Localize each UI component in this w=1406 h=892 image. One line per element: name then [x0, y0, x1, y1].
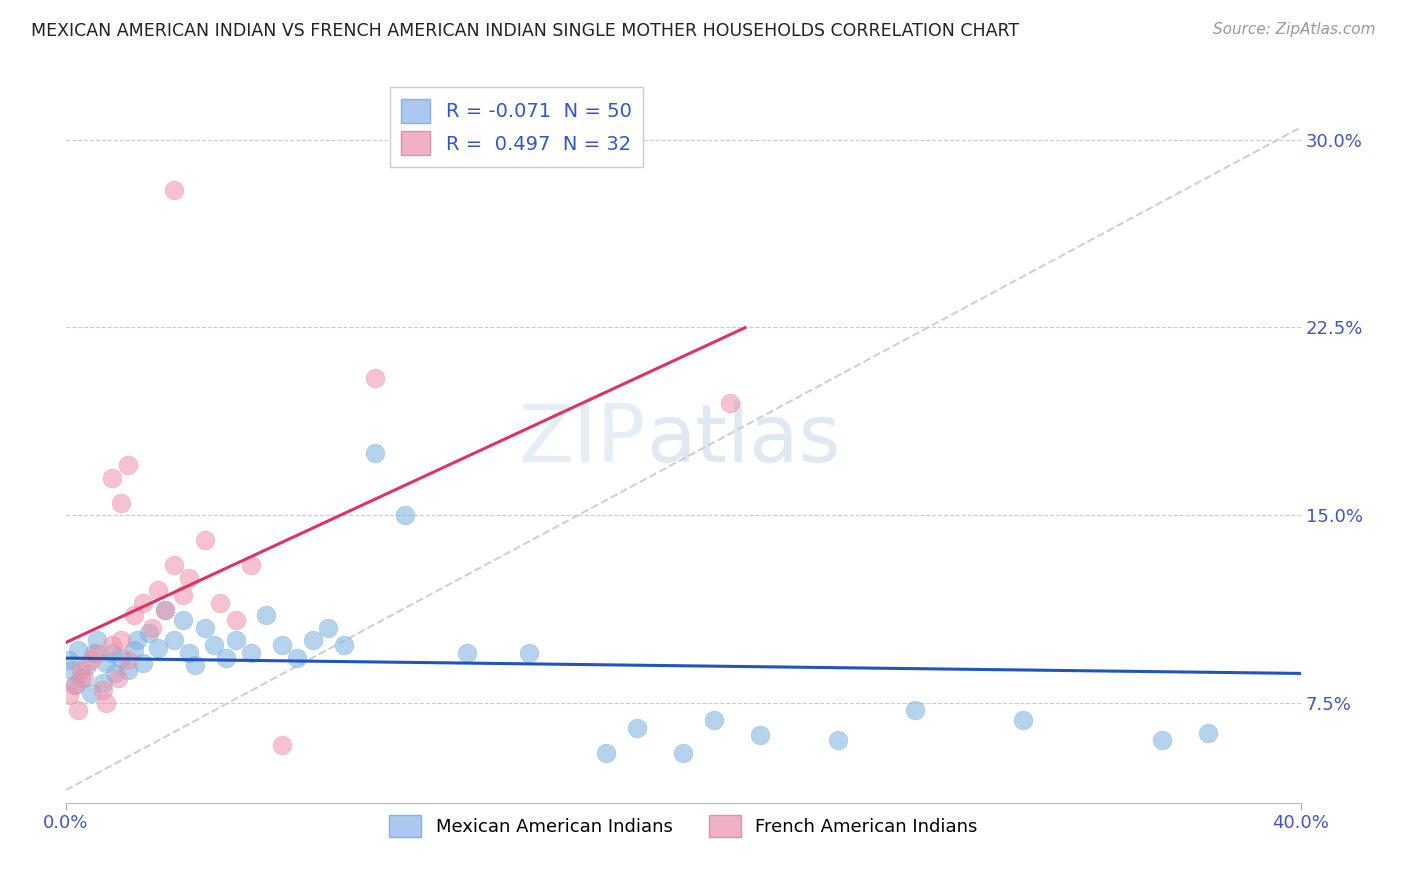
- Point: [240, 558, 263, 572]
- Point: [104, 665, 127, 680]
- Point: [517, 646, 540, 660]
- Point: [122, 643, 145, 657]
- Point: [141, 621, 163, 635]
- Point: [76, 658, 98, 673]
- Point: [79, 685, 101, 699]
- Point: [122, 608, 145, 623]
- Point: [125, 633, 148, 648]
- Point: [110, 650, 132, 665]
- Point: [117, 458, 139, 472]
- Point: [110, 633, 132, 648]
- Point: [110, 495, 132, 509]
- Point: [456, 646, 478, 660]
- Point: [73, 671, 96, 685]
- Point: [626, 721, 648, 735]
- Point: [79, 653, 101, 667]
- Point: [184, 658, 207, 673]
- Point: [179, 646, 201, 660]
- Point: [363, 370, 385, 384]
- Point: [301, 633, 323, 648]
- Point: [172, 613, 194, 627]
- Point: [316, 621, 339, 635]
- Point: [1150, 733, 1173, 747]
- Point: [1197, 725, 1219, 739]
- Point: [240, 646, 263, 660]
- Legend: R = -0.071  N = 50, R =  0.497  N = 32: R = -0.071 N = 50, R = 0.497 N = 32: [389, 87, 644, 167]
- Point: [86, 633, 108, 648]
- Point: [595, 746, 617, 760]
- Point: [332, 638, 354, 652]
- Point: [225, 613, 247, 627]
- Point: [285, 650, 308, 665]
- Point: [225, 633, 247, 648]
- Point: [394, 508, 416, 522]
- Point: [172, 588, 194, 602]
- Point: [215, 650, 238, 665]
- Point: [63, 678, 86, 692]
- Point: [94, 656, 117, 670]
- Point: [67, 643, 90, 657]
- Point: [83, 646, 105, 660]
- Point: [86, 646, 108, 660]
- Text: ZIP: ZIP: [519, 401, 647, 479]
- Text: atlas: atlas: [647, 401, 841, 479]
- Point: [117, 663, 139, 677]
- Point: [94, 696, 117, 710]
- Point: [101, 646, 124, 660]
- Point: [67, 703, 90, 717]
- Point: [153, 603, 176, 617]
- Point: [1011, 713, 1033, 727]
- Point: [138, 625, 160, 640]
- Text: Source: ZipAtlas.com: Source: ZipAtlas.com: [1212, 22, 1375, 37]
- Point: [70, 671, 93, 685]
- Point: [703, 713, 725, 727]
- Point: [163, 558, 186, 572]
- Point: [827, 733, 849, 747]
- Point: [91, 675, 114, 690]
- Point: [749, 728, 772, 742]
- Point: [256, 608, 278, 623]
- Point: [70, 663, 93, 677]
- Point: [58, 688, 80, 702]
- Point: [202, 638, 225, 652]
- Point: [718, 395, 741, 409]
- Point: [153, 603, 176, 617]
- Point: [132, 596, 155, 610]
- Point: [132, 656, 155, 670]
- Point: [91, 683, 114, 698]
- Point: [148, 582, 170, 597]
- Point: [209, 596, 232, 610]
- Point: [271, 738, 294, 752]
- Point: [63, 678, 86, 692]
- Point: [904, 703, 927, 717]
- Point: [179, 570, 201, 584]
- Point: [148, 640, 170, 655]
- Point: [271, 638, 294, 652]
- Point: [363, 445, 385, 459]
- Point: [672, 746, 695, 760]
- Text: MEXICAN AMERICAN INDIAN VS FRENCH AMERICAN INDIAN SINGLE MOTHER HOUSEHOLDS CORRE: MEXICAN AMERICAN INDIAN VS FRENCH AMERIC…: [31, 22, 1019, 40]
- Point: [194, 533, 217, 547]
- Point: [60, 663, 83, 677]
- Point: [101, 638, 124, 652]
- Point: [107, 671, 129, 685]
- Point: [163, 633, 186, 648]
- Point: [58, 653, 80, 667]
- Point: [194, 621, 217, 635]
- Point: [117, 653, 139, 667]
- Point: [163, 183, 186, 197]
- Point: [101, 470, 124, 484]
